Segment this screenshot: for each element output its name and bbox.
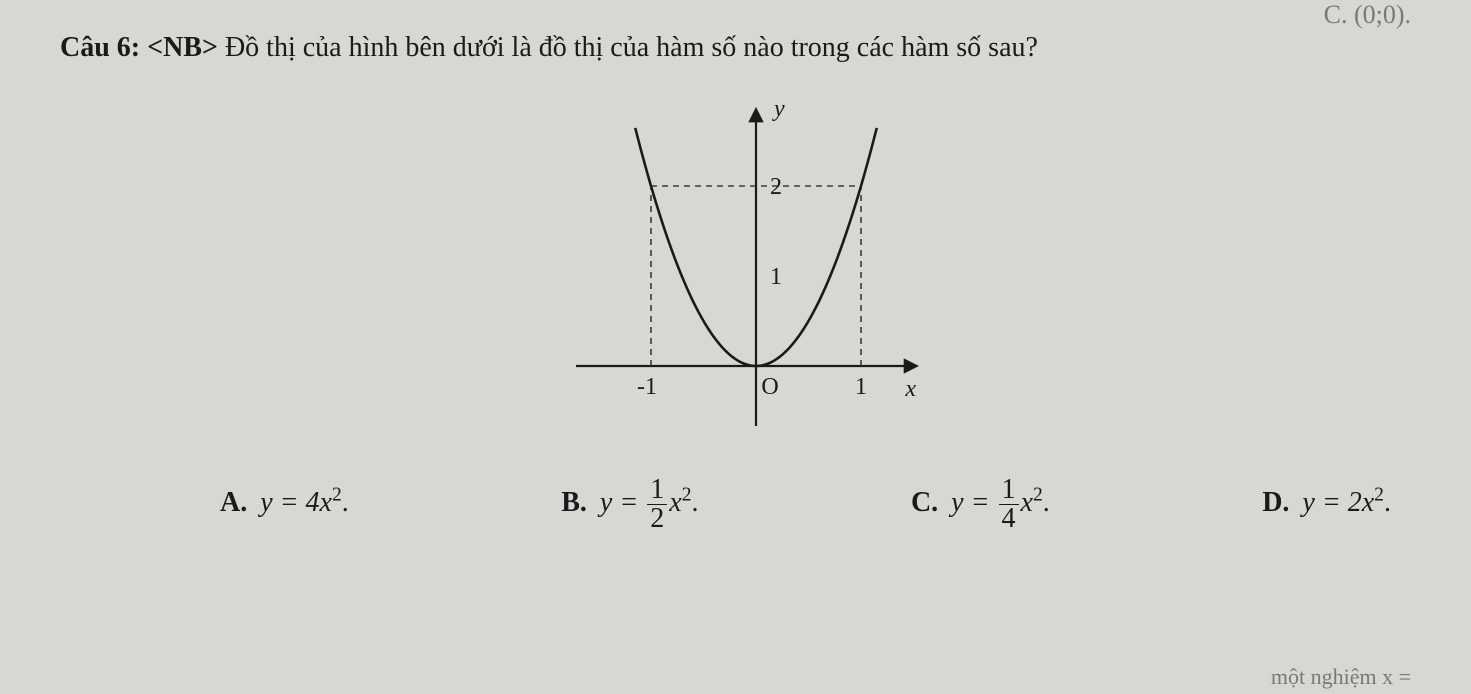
- prev-question-fragment: C. (0;0).: [1324, 0, 1411, 30]
- page: C. (0;0). Câu 6: <NB> Đồ thị của hình bê…: [0, 0, 1471, 694]
- question-text: Đồ thị của hình bên dưới là đồ thị của h…: [225, 32, 1038, 63]
- question-tag: <NB>: [147, 32, 218, 63]
- option-b-after: .: [691, 487, 698, 518]
- option-c-label: C.: [911, 487, 938, 518]
- option-a: A. y = 4x2.: [220, 487, 349, 519]
- option-d-after: .: [1384, 487, 1391, 518]
- question-line: Câu 6: <NB> Đồ thị của hình bên dưới là …: [60, 30, 1431, 66]
- graph-container: -1 O 1 1 2 x y: [60, 96, 1431, 436]
- option-b-den: 2: [647, 505, 667, 533]
- svg-text:2: 2: [770, 174, 782, 200]
- option-b-mid: x: [669, 487, 681, 518]
- option-a-after: .: [342, 487, 349, 518]
- option-a-expr: y = 4x: [260, 487, 332, 518]
- option-c-den: 4: [999, 505, 1019, 533]
- option-b: B. y = 12x2.: [561, 476, 698, 533]
- svg-text:y: y: [772, 96, 785, 122]
- option-c-mid: x: [1021, 487, 1033, 518]
- parabola-graph: -1 O 1 1 2 x y: [566, 96, 926, 436]
- option-d-exp: 2: [1374, 485, 1384, 506]
- option-c-fraction: 14: [999, 476, 1019, 533]
- options-row: A. y = 4x2. B. y = 12x2. C. y = 14x2. D.…: [60, 476, 1431, 533]
- svg-text:-1: -1: [637, 374, 657, 400]
- option-c-before: y =: [951, 487, 996, 518]
- option-b-label: B.: [561, 487, 587, 518]
- option-d: D. y = 2x2.: [1262, 487, 1391, 519]
- svg-text:1: 1: [770, 264, 782, 290]
- option-a-exp: 2: [332, 485, 342, 506]
- option-c: C. y = 14x2.: [911, 476, 1050, 533]
- option-d-before: y = 2x: [1302, 487, 1374, 518]
- option-c-exp: 2: [1033, 485, 1043, 506]
- svg-text:1: 1: [855, 374, 867, 400]
- svg-text:x: x: [904, 376, 916, 402]
- option-b-before: y =: [600, 487, 645, 518]
- question-number: Câu 6:: [60, 32, 140, 63]
- option-a-label: A.: [220, 487, 247, 518]
- option-c-num: 1: [999, 476, 1019, 505]
- svg-text:O: O: [761, 374, 778, 400]
- option-b-num: 1: [647, 476, 667, 505]
- next-question-fragment: một nghiệm x =: [1271, 664, 1411, 690]
- option-c-after: .: [1043, 487, 1050, 518]
- option-d-label: D.: [1262, 487, 1289, 518]
- option-b-exp: 2: [682, 485, 692, 506]
- option-b-fraction: 12: [647, 476, 667, 533]
